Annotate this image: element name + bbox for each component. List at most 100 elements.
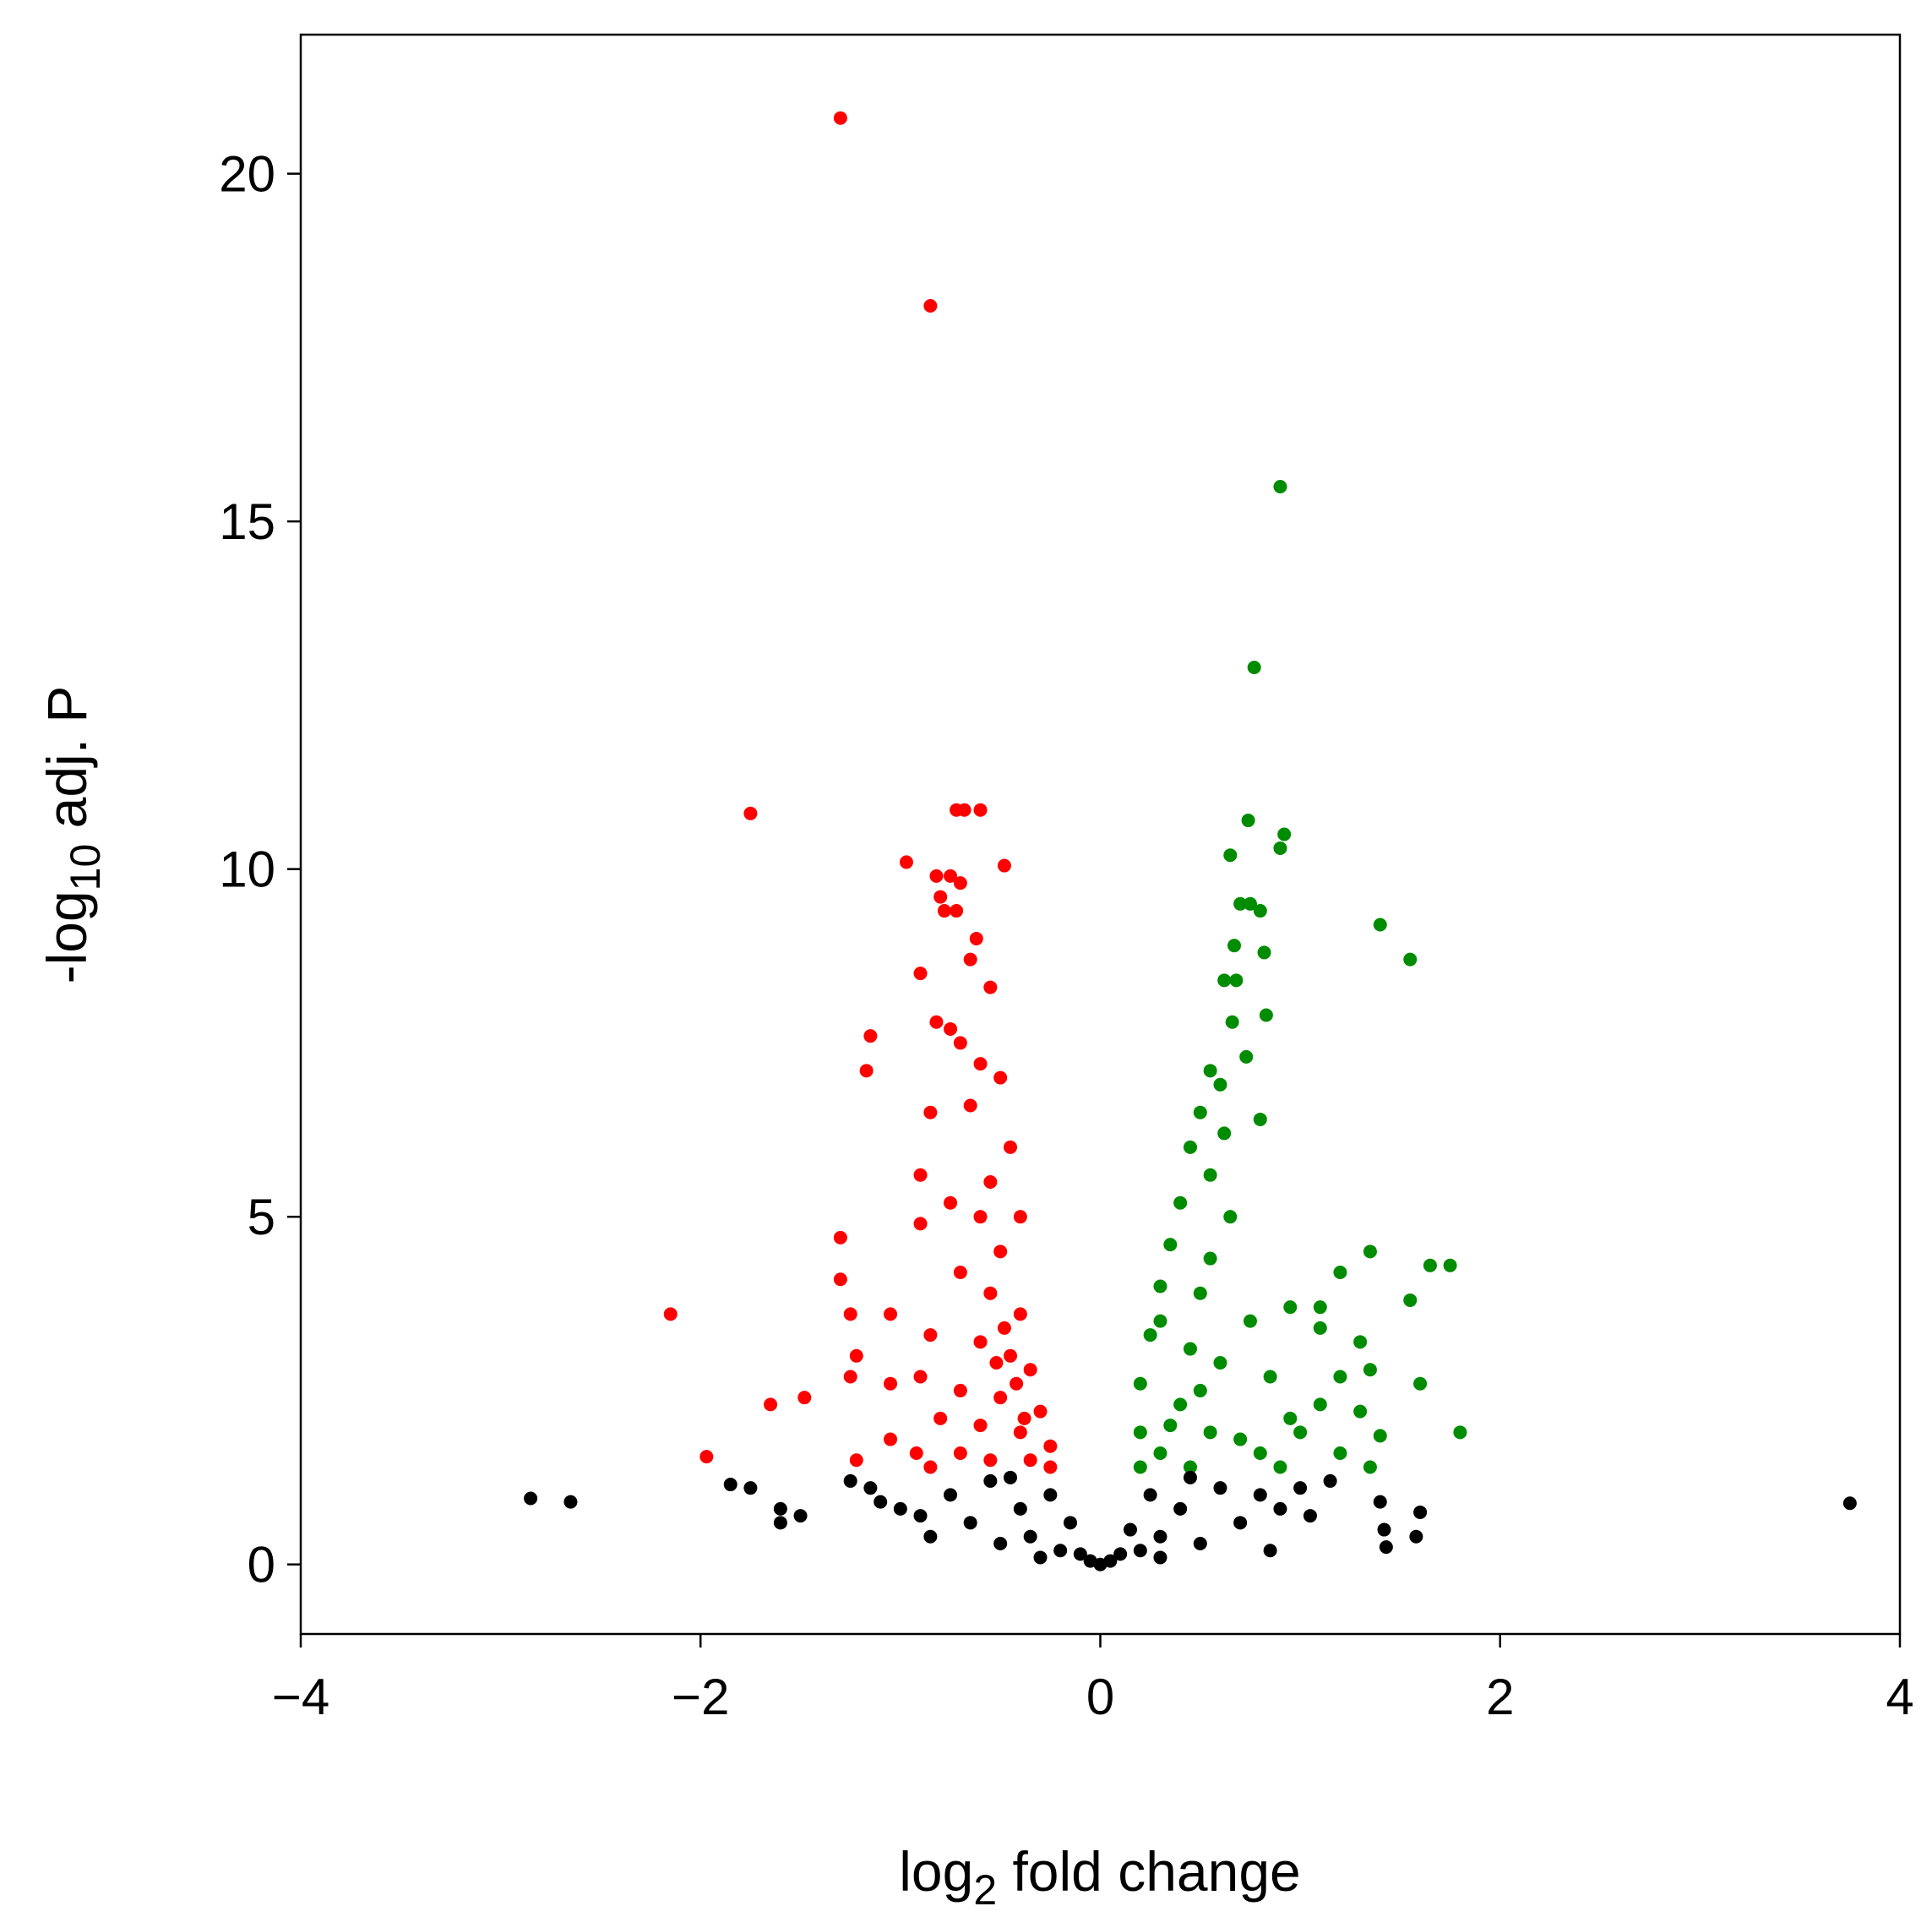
point — [1379, 1540, 1393, 1555]
point — [913, 1168, 928, 1182]
point — [1203, 1251, 1217, 1266]
point — [1143, 1488, 1157, 1502]
point — [963, 1516, 977, 1530]
point — [1043, 1460, 1058, 1474]
point — [1013, 1307, 1027, 1321]
point — [1259, 1008, 1273, 1022]
point — [953, 876, 967, 890]
point — [997, 858, 1011, 873]
point — [1225, 1015, 1239, 1029]
point — [993, 1070, 1008, 1085]
point — [1283, 1300, 1298, 1315]
point — [723, 1478, 737, 1492]
point — [1253, 904, 1267, 918]
y-tick-label: 5 — [248, 1189, 275, 1245]
point — [1183, 1140, 1197, 1154]
point — [1413, 1376, 1428, 1391]
point — [843, 1473, 857, 1488]
point — [929, 869, 944, 883]
point — [963, 952, 977, 967]
point — [1183, 1470, 1197, 1484]
point — [884, 1432, 898, 1446]
point — [1163, 1238, 1178, 1252]
point — [1277, 827, 1292, 841]
point — [1423, 1258, 1437, 1272]
point — [933, 1411, 948, 1425]
point — [1403, 1293, 1418, 1307]
point — [944, 1021, 958, 1036]
point — [1004, 1140, 1018, 1154]
x-label-sub: 2 — [973, 1866, 997, 1914]
point — [773, 1501, 787, 1516]
point — [1017, 1411, 1031, 1425]
point — [1263, 1544, 1277, 1558]
point — [933, 890, 948, 904]
x-label-part: fold change — [997, 1840, 1301, 1903]
point — [1133, 1544, 1147, 1558]
point — [563, 1495, 578, 1509]
point — [1239, 1049, 1254, 1064]
point — [1010, 1376, 1024, 1391]
point — [663, 1307, 678, 1321]
point — [1153, 1279, 1167, 1294]
point — [1004, 1470, 1018, 1484]
point — [1133, 1425, 1147, 1440]
point — [944, 869, 958, 883]
y-tick-label: 0 — [248, 1537, 275, 1593]
point — [963, 1098, 977, 1113]
point — [1313, 1321, 1327, 1335]
point — [1233, 1516, 1248, 1530]
y-axis-label: -log10 adj. P — [35, 686, 109, 984]
point — [1273, 841, 1287, 855]
point — [1193, 1286, 1207, 1300]
point — [1193, 1383, 1207, 1397]
point — [1203, 1425, 1217, 1440]
point — [859, 1064, 873, 1078]
point — [1223, 848, 1238, 863]
point — [1243, 1314, 1257, 1328]
point — [1064, 1516, 1078, 1530]
point — [1253, 1446, 1267, 1461]
point — [909, 1446, 923, 1461]
point — [849, 1348, 863, 1363]
x-tick-label: 4 — [1886, 1669, 1913, 1725]
x-tick-label: −2 — [672, 1669, 729, 1725]
point — [899, 855, 913, 869]
point — [1033, 1550, 1048, 1565]
point — [764, 1397, 778, 1412]
point — [973, 1057, 988, 1071]
point — [1153, 1529, 1167, 1544]
point — [1133, 1460, 1147, 1474]
point — [1293, 1425, 1308, 1440]
point — [1013, 1501, 1027, 1516]
point — [1203, 1168, 1217, 1182]
point — [1023, 1363, 1037, 1377]
point — [1013, 1425, 1027, 1440]
point — [937, 904, 951, 918]
y-label-part: -log — [35, 890, 98, 983]
point — [913, 1217, 928, 1231]
point — [1229, 973, 1244, 988]
point — [953, 1383, 967, 1397]
point — [773, 1516, 787, 1530]
point — [1293, 1481, 1308, 1495]
point — [929, 1015, 944, 1029]
point — [797, 1391, 812, 1405]
point — [1163, 1419, 1178, 1433]
y-tick-label: 10 — [219, 841, 275, 898]
point — [973, 1335, 988, 1349]
point — [863, 1481, 878, 1495]
point — [1247, 660, 1261, 674]
point — [1173, 1195, 1188, 1210]
point — [1403, 952, 1418, 967]
point — [849, 1453, 863, 1468]
point — [989, 1356, 1004, 1370]
point — [1213, 1481, 1227, 1495]
x-label-part: log — [899, 1840, 973, 1903]
y-label-part: adj. P — [35, 686, 98, 844]
point — [1373, 918, 1387, 932]
point — [913, 967, 928, 981]
point — [993, 1391, 1008, 1405]
point — [1043, 1439, 1058, 1453]
